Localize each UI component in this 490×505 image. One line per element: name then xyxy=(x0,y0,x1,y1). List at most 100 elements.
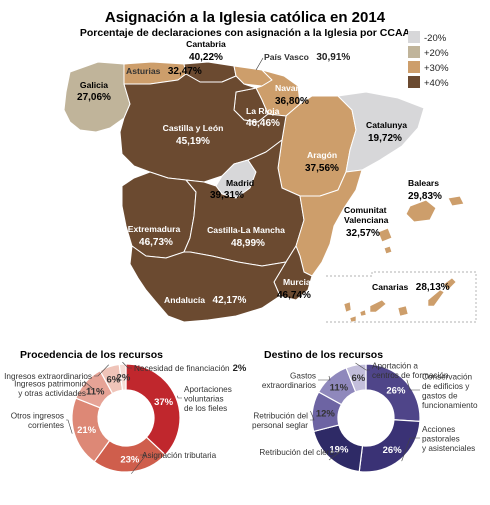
island-ibiza xyxy=(377,227,393,243)
slice-pct-gastos-extraordinarios: 11% xyxy=(330,383,349,394)
slice-pct-aportaciones-voluntarias-de-los-fieles: 37% xyxy=(154,397,174,408)
label-otros-ingresos-corrientes: Otros ingresos corrientes xyxy=(11,412,64,431)
island-la-gomera xyxy=(359,309,367,317)
legend: -20% +20% +30% +40% xyxy=(408,31,449,89)
label-line: Conservación xyxy=(422,373,473,382)
label-aportaciones-voluntarias-de-los-fieles: Aportaciones voluntarias de los fieles xyxy=(184,385,232,413)
label-necesidad-de-financiacion: Necesidad de financiación 2% xyxy=(134,363,247,374)
label-castilla-leon-name: Castilla y León xyxy=(163,123,224,133)
leader-ingresos-patrimonio-y-otras-actividades xyxy=(83,380,93,389)
label-galicia-value: 27,06% xyxy=(77,92,111,103)
label-line: Otros ingresos xyxy=(11,412,64,421)
spain-map xyxy=(63,61,465,323)
region-labels: Galicia 27,06% Asturias 32,47% Cantabria… xyxy=(77,39,450,307)
legend-swatch-p30 xyxy=(408,61,420,73)
label-cataluna-name: Catalunya xyxy=(366,120,407,130)
legend-label-p30: +30% xyxy=(424,63,449,74)
label-canarias-name: Canarias xyxy=(372,282,409,292)
label-pais-vasco-value: 30,91% xyxy=(316,52,350,63)
label-castilla-mancha-value: 48,99% xyxy=(231,238,265,249)
label-line: Asignación tributaria xyxy=(142,451,217,460)
region-baleares xyxy=(377,195,465,255)
leader-ingresos-extraordinarios xyxy=(94,364,109,377)
label-line: corrientes xyxy=(28,421,64,430)
region-castilla-leon xyxy=(119,73,287,183)
label-acciones-pastorales-y-asistenciales: Acciones pastorales y asistenciales xyxy=(422,425,475,453)
label-ingresos-patrimonio-y-otras-actividades: Ingresos patrimonio y otras actividades xyxy=(14,380,86,399)
legend-label-lt20: -20% xyxy=(424,33,447,44)
island-la-palma xyxy=(343,301,352,313)
label-baleares-name: Balears xyxy=(408,178,439,188)
slice-aportacion-a-centros-de-formacion xyxy=(345,363,367,393)
label-conservacion-de-edificios-y-gastos-de-funcionamiento: Conservación de edificios y gastos de funci… xyxy=(422,373,478,411)
region-cataluna xyxy=(337,91,425,173)
label-asignacion-tributaria: Asignación tributaria xyxy=(142,451,217,460)
leader-retribucion-del-personal-seglar xyxy=(310,410,315,421)
label-line: gastos de xyxy=(422,392,458,401)
label-navarra-value: 36,80% xyxy=(275,96,309,107)
label-murcia-value: 46,74% xyxy=(277,290,311,301)
slice-necesidad-de-financiacion xyxy=(118,363,127,391)
leader-pais-vasco xyxy=(255,57,264,71)
label-castilla-mancha-name: Castilla-La Mancha xyxy=(207,225,285,235)
label-cantabria-value: 40,22% xyxy=(189,52,223,63)
label-pct-necesidad-de-financiacion: 2% xyxy=(233,363,247,374)
label-madrid-value: 39,31% xyxy=(210,190,244,201)
label-line: de edificios y xyxy=(422,382,470,391)
slice-pct-otros-ingresos-corrientes: 21% xyxy=(77,425,97,436)
label-madrid-name: Madrid xyxy=(226,178,254,188)
label-asturias-name: Asturias xyxy=(126,66,161,76)
label-extremadura-value: 46,73% xyxy=(139,237,173,248)
island-el-hierro xyxy=(349,315,357,323)
inset-border xyxy=(326,271,477,323)
label-gastos-extraordinarios: Gastos extraordinarios xyxy=(262,372,316,391)
island-fuerteventura xyxy=(427,289,445,307)
procedencia-donut: 37% 23% 21% 11%6%2% xyxy=(71,363,181,473)
label-retribucion-del-clero: Retribución del clero xyxy=(259,448,334,457)
destino-title: Destino de los recursos xyxy=(264,349,383,361)
region-canarias xyxy=(343,277,457,323)
leader-acciones-pastorales-y-asistenciales xyxy=(401,437,420,462)
label-line: y asistenciales xyxy=(422,444,475,453)
label-la-rioja-name: La Rioja xyxy=(246,106,280,116)
label-andalucia-name: Andalucía xyxy=(164,295,205,305)
legend-label-p40: +40% xyxy=(424,78,449,89)
label-aportacion-a-centros-de-formacion: Aportación a centros de formación xyxy=(372,362,449,381)
label-line: Aportación a xyxy=(372,362,418,371)
label-aragon-value: 37,56% xyxy=(305,163,339,174)
label-line: voluntarias xyxy=(184,395,224,404)
destino-donut: 26% 26% 19% 12% 11%6% xyxy=(311,363,421,473)
label-line: y otras actividades xyxy=(18,389,86,398)
label-line: funcionamiento xyxy=(422,401,478,410)
label-extremadura-name: Extremadura xyxy=(128,224,181,234)
label-andalucia: Andalucía 42,17% xyxy=(164,290,247,307)
slice-pct-acciones-pastorales-y-asistenciales: 26% xyxy=(383,445,403,456)
region-andalucia xyxy=(129,245,287,323)
slice-pct-asignacion-tributaria: 23% xyxy=(120,454,140,465)
island-tenerife xyxy=(369,299,387,313)
label-baleares-value: 29,83% xyxy=(408,191,442,202)
label-pais-vasco: País Vasco 30,91% xyxy=(264,47,350,64)
legend-label-p20: +20% xyxy=(424,48,449,59)
label-murcia-name: Murcia xyxy=(283,277,311,287)
label-valencia-name-1: Comunitat xyxy=(344,205,387,215)
slice-aportaciones-voluntarias-de-los-fieles xyxy=(125,363,181,456)
slice-pct-retribucion-del-clero: 19% xyxy=(329,444,349,455)
label-line: Retribución del xyxy=(253,412,308,421)
destino-labels: Conservación de edificios y gastos de funci… xyxy=(252,362,478,462)
label-andalucia-value: 42,17% xyxy=(213,295,247,306)
label-line: Necesidad de financiación xyxy=(134,364,230,373)
legend-swatch-p40 xyxy=(408,76,420,88)
label-asturias: Asturias 32,47% xyxy=(126,61,202,78)
label-retribucion-del-personal-seglar: Retribución del personal seglar xyxy=(252,412,308,431)
label-galicia-name: Galicia xyxy=(80,80,108,90)
label-asturias-value: 32,47% xyxy=(168,66,202,77)
label-pais-vasco-name: País Vasco xyxy=(264,52,309,62)
label-aragon-name: Aragón xyxy=(307,150,337,160)
procedencia-title: Procedencia de los recursos xyxy=(20,349,163,361)
leader-gastos-extraordinarios xyxy=(318,375,331,381)
island-mallorca xyxy=(405,199,437,223)
island-menorca xyxy=(447,195,465,207)
canarias-inset xyxy=(326,271,477,323)
label-navarra-name: Navarra xyxy=(275,83,307,93)
